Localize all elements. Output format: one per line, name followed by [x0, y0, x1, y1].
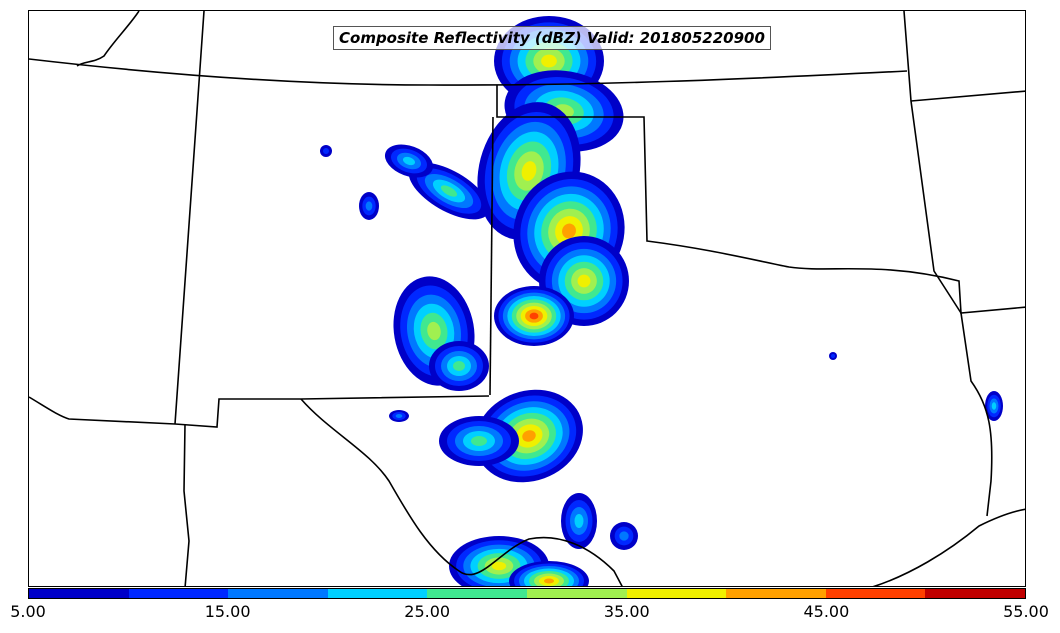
colorbar-segment [327, 589, 428, 598]
echo-cell [320, 145, 332, 157]
echo-cell [509, 561, 589, 586]
colorbar [28, 588, 1026, 599]
colorbar-tick-label: 55.00 [1003, 602, 1049, 621]
echo-cell [359, 192, 379, 220]
map-panel: Composite Reflectivity (dBZ) Valid: 2018… [28, 10, 1026, 587]
political-boundaries [29, 11, 1025, 586]
reflectivity-field [320, 16, 1003, 586]
colorbar-tick-label: 5.00 [10, 602, 46, 621]
echo-cell [494, 286, 574, 346]
colorbar-segment [29, 589, 129, 598]
map-title: Composite Reflectivity (dBZ) Valid: 2018… [333, 26, 771, 50]
colorbar-tick-label: 35.00 [603, 602, 650, 621]
colorbar-segment [228, 589, 328, 598]
echo-cell [439, 416, 519, 466]
northern-coast-feature [76, 11, 140, 67]
state-border-tx-west [489, 116, 494, 396]
colorbar-tick-label: 25.00 [404, 602, 451, 621]
nm-mexico-border [183, 423, 190, 586]
colorbar-segment [726, 589, 826, 598]
rio-grande [300, 398, 623, 586]
echo-cell [384, 144, 434, 178]
colorbar-segment [128, 589, 229, 598]
colorbar-segment [427, 589, 527, 598]
state-border-ks-mo [910, 90, 1025, 102]
state-border-nm-az [29, 395, 490, 428]
echo-cell [561, 493, 597, 549]
state-border-ar-la [960, 312, 993, 517]
state-border-east-ok [903, 11, 962, 314]
state-border-ok-panhandle [496, 85, 1025, 314]
echo-cell [429, 341, 489, 391]
state-border-co-west [174, 11, 205, 425]
colorbar-segment [626, 589, 727, 598]
echo-cell [829, 352, 837, 360]
echo-cell [408, 162, 490, 220]
colorbar-segment [825, 589, 926, 598]
radar-map [29, 11, 1025, 586]
echo-cell [389, 410, 409, 422]
echo-cell [610, 522, 638, 550]
state-border-north [29, 58, 908, 86]
colorbar-tick-label: 45.00 [803, 602, 850, 621]
gulf-coast [872, 508, 1025, 586]
colorbar-segment [526, 589, 627, 598]
colorbar-segment [925, 589, 1025, 598]
colorbar-tick-label: 15.00 [204, 602, 251, 621]
echo-cell [985, 391, 1003, 421]
